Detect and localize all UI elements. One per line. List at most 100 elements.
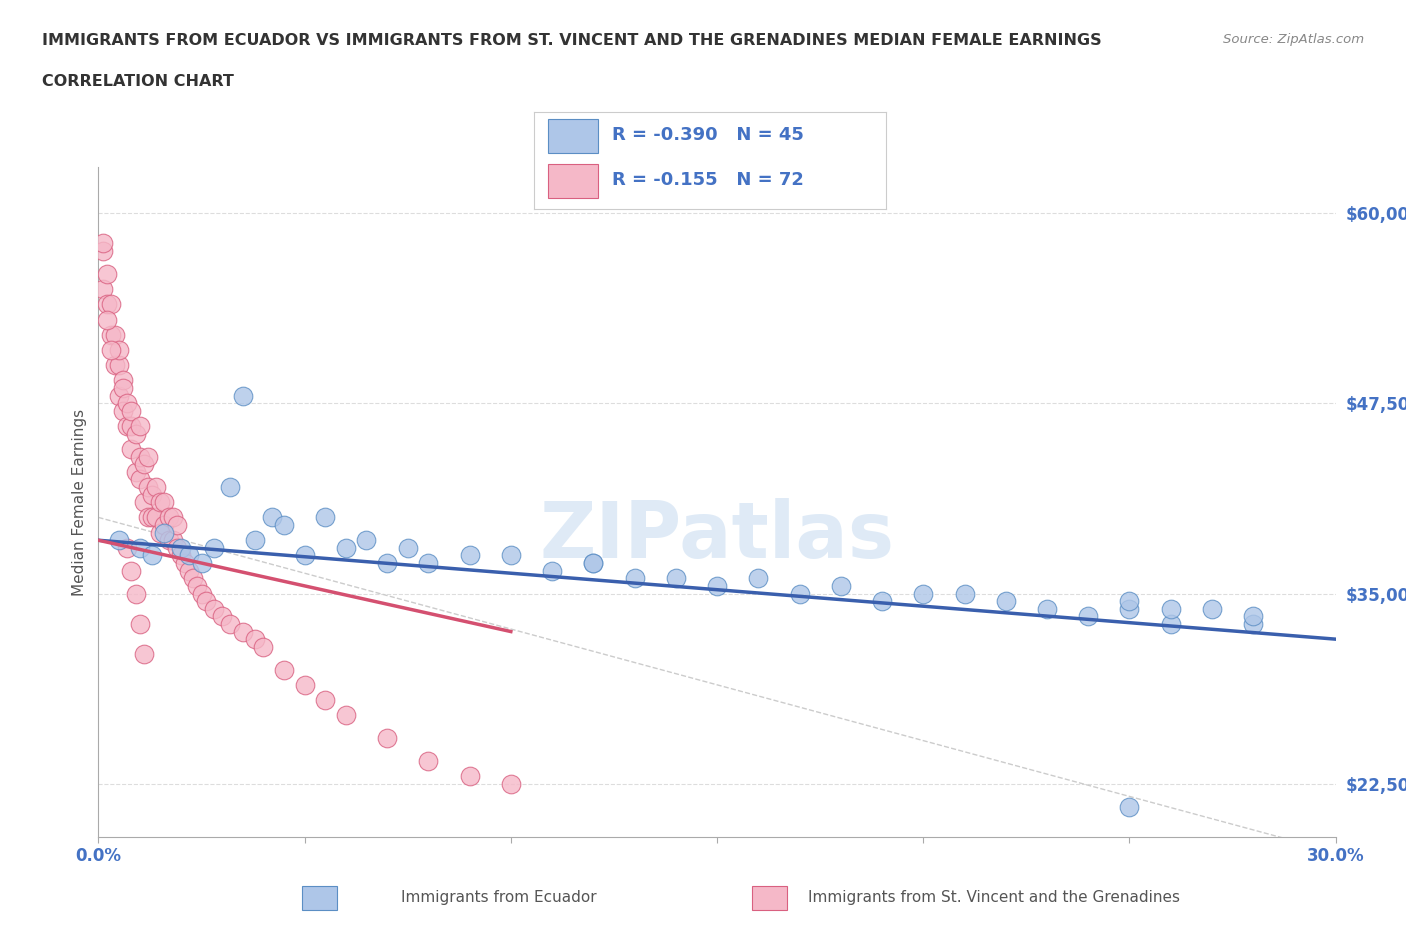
Point bbox=[120, 418, 142, 433]
Point bbox=[124, 426, 146, 441]
Point bbox=[153, 518, 176, 533]
Point bbox=[912, 586, 935, 601]
Point bbox=[166, 540, 188, 555]
Point bbox=[174, 555, 197, 570]
Point bbox=[120, 564, 142, 578]
Point bbox=[830, 578, 852, 593]
Point bbox=[243, 631, 266, 646]
Text: ZIPatlas: ZIPatlas bbox=[540, 498, 894, 574]
Point bbox=[153, 525, 176, 540]
Point bbox=[294, 677, 316, 692]
Point bbox=[108, 533, 131, 548]
Point bbox=[623, 571, 645, 586]
Point bbox=[128, 418, 150, 433]
Point bbox=[120, 442, 142, 457]
Point bbox=[260, 510, 283, 525]
Point bbox=[396, 540, 419, 555]
Point bbox=[273, 662, 295, 677]
Point bbox=[141, 548, 163, 563]
Point bbox=[1118, 593, 1140, 608]
Point bbox=[1160, 617, 1182, 631]
Bar bbox=[548, 165, 598, 197]
Point bbox=[100, 342, 122, 357]
Point bbox=[91, 236, 114, 251]
Point bbox=[91, 282, 114, 297]
Point bbox=[108, 342, 131, 357]
Point bbox=[541, 564, 564, 578]
Point bbox=[1118, 602, 1140, 617]
Point bbox=[335, 708, 357, 723]
Point bbox=[243, 533, 266, 548]
Point bbox=[162, 533, 184, 548]
Point bbox=[219, 480, 242, 495]
Point bbox=[136, 510, 159, 525]
Point bbox=[194, 593, 217, 608]
Point bbox=[418, 555, 440, 570]
Point bbox=[211, 609, 233, 624]
Point bbox=[582, 555, 605, 570]
Point bbox=[665, 571, 688, 586]
Point bbox=[252, 639, 274, 654]
Point bbox=[1241, 617, 1264, 631]
Point bbox=[1077, 609, 1099, 624]
Point bbox=[202, 540, 225, 555]
Point bbox=[112, 373, 135, 388]
Point bbox=[108, 358, 131, 373]
Point bbox=[124, 586, 146, 601]
Point bbox=[112, 380, 135, 395]
Text: Immigrants from Ecuador: Immigrants from Ecuador bbox=[401, 890, 596, 905]
Point bbox=[128, 617, 150, 631]
Point bbox=[136, 449, 159, 464]
Point bbox=[141, 487, 163, 502]
Point bbox=[335, 540, 357, 555]
Point bbox=[181, 571, 204, 586]
Point bbox=[117, 396, 139, 411]
Point bbox=[294, 548, 316, 563]
Point bbox=[186, 578, 208, 593]
Point bbox=[162, 510, 184, 525]
Point bbox=[170, 548, 193, 563]
Point bbox=[706, 578, 728, 593]
Point bbox=[104, 327, 127, 342]
Point bbox=[166, 518, 188, 533]
Text: R = -0.155   N = 72: R = -0.155 N = 72 bbox=[612, 171, 803, 189]
Point bbox=[104, 358, 127, 373]
Point bbox=[117, 418, 139, 433]
Text: IMMIGRANTS FROM ECUADOR VS IMMIGRANTS FROM ST. VINCENT AND THE GRENADINES MEDIAN: IMMIGRANTS FROM ECUADOR VS IMMIGRANTS FR… bbox=[42, 33, 1102, 47]
Point bbox=[108, 388, 131, 403]
Text: Source: ZipAtlas.com: Source: ZipAtlas.com bbox=[1223, 33, 1364, 46]
Point bbox=[153, 495, 176, 510]
Point bbox=[132, 457, 155, 472]
Point bbox=[145, 510, 167, 525]
Point bbox=[1241, 609, 1264, 624]
Point bbox=[1201, 602, 1223, 617]
Point bbox=[499, 777, 522, 791]
Point bbox=[375, 731, 398, 746]
Point bbox=[145, 480, 167, 495]
Point bbox=[132, 495, 155, 510]
Text: CORRELATION CHART: CORRELATION CHART bbox=[42, 74, 233, 89]
Point bbox=[1160, 602, 1182, 617]
Point bbox=[112, 404, 135, 418]
Point bbox=[190, 555, 212, 570]
Point bbox=[458, 548, 481, 563]
Point bbox=[96, 267, 118, 282]
Point bbox=[582, 555, 605, 570]
Point bbox=[157, 510, 180, 525]
Bar bbox=[548, 119, 598, 153]
Point bbox=[149, 525, 172, 540]
Point bbox=[136, 480, 159, 495]
Point bbox=[314, 693, 336, 708]
Point bbox=[747, 571, 769, 586]
Point bbox=[953, 586, 976, 601]
Point bbox=[219, 617, 242, 631]
Point bbox=[273, 518, 295, 533]
Point bbox=[170, 540, 193, 555]
Point bbox=[117, 540, 139, 555]
Text: R = -0.390   N = 45: R = -0.390 N = 45 bbox=[612, 126, 803, 144]
Point bbox=[179, 564, 201, 578]
Point bbox=[120, 404, 142, 418]
Point bbox=[418, 753, 440, 768]
Point bbox=[232, 624, 254, 639]
Point bbox=[132, 647, 155, 662]
